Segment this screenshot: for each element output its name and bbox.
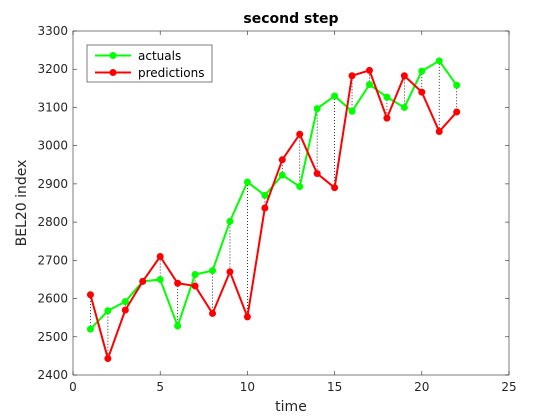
data-point-predictions — [226, 268, 234, 276]
legend-marker-actuals — [109, 52, 117, 59]
data-point-predictions — [174, 279, 182, 287]
data-point-actuals — [365, 81, 373, 89]
plot-area — [73, 31, 509, 375]
y-axis-label: BEL20 index — [14, 160, 30, 247]
x-tick-label: 0 — [69, 380, 77, 394]
y-tick-label: 3000 — [37, 139, 68, 153]
legend-label-actuals: actuals — [138, 49, 181, 63]
x-tick-label: 25 — [501, 380, 516, 394]
y-axis-ticks: 2400 2500 2600 2700 2800 2900 3000 3100 3200 3300 — [37, 24, 509, 382]
data-point-predictions — [400, 72, 408, 80]
data-point-predictions — [261, 204, 269, 212]
series-layer — [86, 57, 461, 363]
data-point-actuals — [86, 325, 94, 333]
y-tick-label: 2700 — [37, 253, 68, 267]
x-tick-label: 10 — [240, 380, 255, 394]
data-point-actuals — [383, 93, 391, 101]
data-point-predictions — [139, 277, 147, 285]
data-point-predictions — [156, 253, 164, 261]
y-tick-label: 2400 — [37, 368, 68, 382]
y-tick-label: 3200 — [37, 62, 68, 76]
data-point-actuals — [156, 275, 164, 283]
data-point-actuals — [191, 270, 199, 278]
data-point-actuals — [209, 267, 217, 275]
data-point-predictions — [296, 130, 304, 138]
x-axis-ticks: 0 5 10 15 20 25 — [69, 31, 517, 394]
legend-box — [86, 44, 213, 83]
legend-marker-predictions — [109, 69, 117, 76]
y-tick-label: 3100 — [37, 100, 68, 114]
data-point-predictions — [104, 355, 112, 363]
data-point-actuals — [313, 105, 321, 113]
data-point-predictions — [453, 108, 461, 116]
chart-title: second step — [243, 11, 338, 27]
data-point-actuals — [453, 81, 461, 89]
data-point-actuals — [261, 191, 269, 199]
data-point-actuals — [400, 103, 408, 111]
data-point-actuals — [174, 322, 182, 330]
data-point-predictions — [313, 170, 321, 178]
data-point-actuals — [435, 57, 443, 65]
x-axis-label: time — [275, 399, 307, 415]
axes-box — [72, 30, 510, 376]
x-tick-label: 15 — [327, 380, 342, 394]
data-point-actuals — [226, 217, 234, 225]
data-point-predictions — [331, 184, 339, 192]
data-point-actuals — [121, 298, 129, 306]
data-point-predictions — [191, 282, 199, 290]
y-tick-label: 2600 — [37, 292, 68, 306]
y-tick-label: 2500 — [37, 330, 68, 344]
series-line-predictions — [89, 69, 458, 360]
legend: actuals predictions — [86, 44, 213, 83]
data-point-predictions — [243, 313, 251, 321]
legend-label-predictions: predictions — [138, 66, 204, 80]
data-point-predictions — [418, 88, 426, 96]
data-point-actuals — [331, 92, 339, 100]
data-point-predictions — [435, 128, 443, 136]
y-tick-label: 3300 — [37, 24, 68, 38]
data-point-predictions — [121, 306, 129, 314]
data-point-actuals — [243, 178, 251, 186]
y-tick-label: 2900 — [37, 177, 68, 191]
y-tick-label: 2800 — [37, 215, 68, 229]
data-point-actuals — [296, 183, 304, 191]
data-point-actuals — [418, 67, 426, 75]
data-point-predictions — [365, 66, 373, 74]
data-point-actuals — [348, 107, 356, 115]
data-point-predictions — [209, 309, 217, 317]
x-tick-label: 20 — [414, 380, 429, 394]
data-point-predictions — [383, 114, 391, 122]
data-point-actuals — [278, 171, 286, 179]
x-tick-label: 5 — [156, 380, 164, 394]
data-point-predictions — [86, 291, 94, 299]
data-point-predictions — [348, 72, 356, 80]
data-point-predictions — [278, 156, 286, 164]
data-point-actuals — [104, 307, 112, 315]
